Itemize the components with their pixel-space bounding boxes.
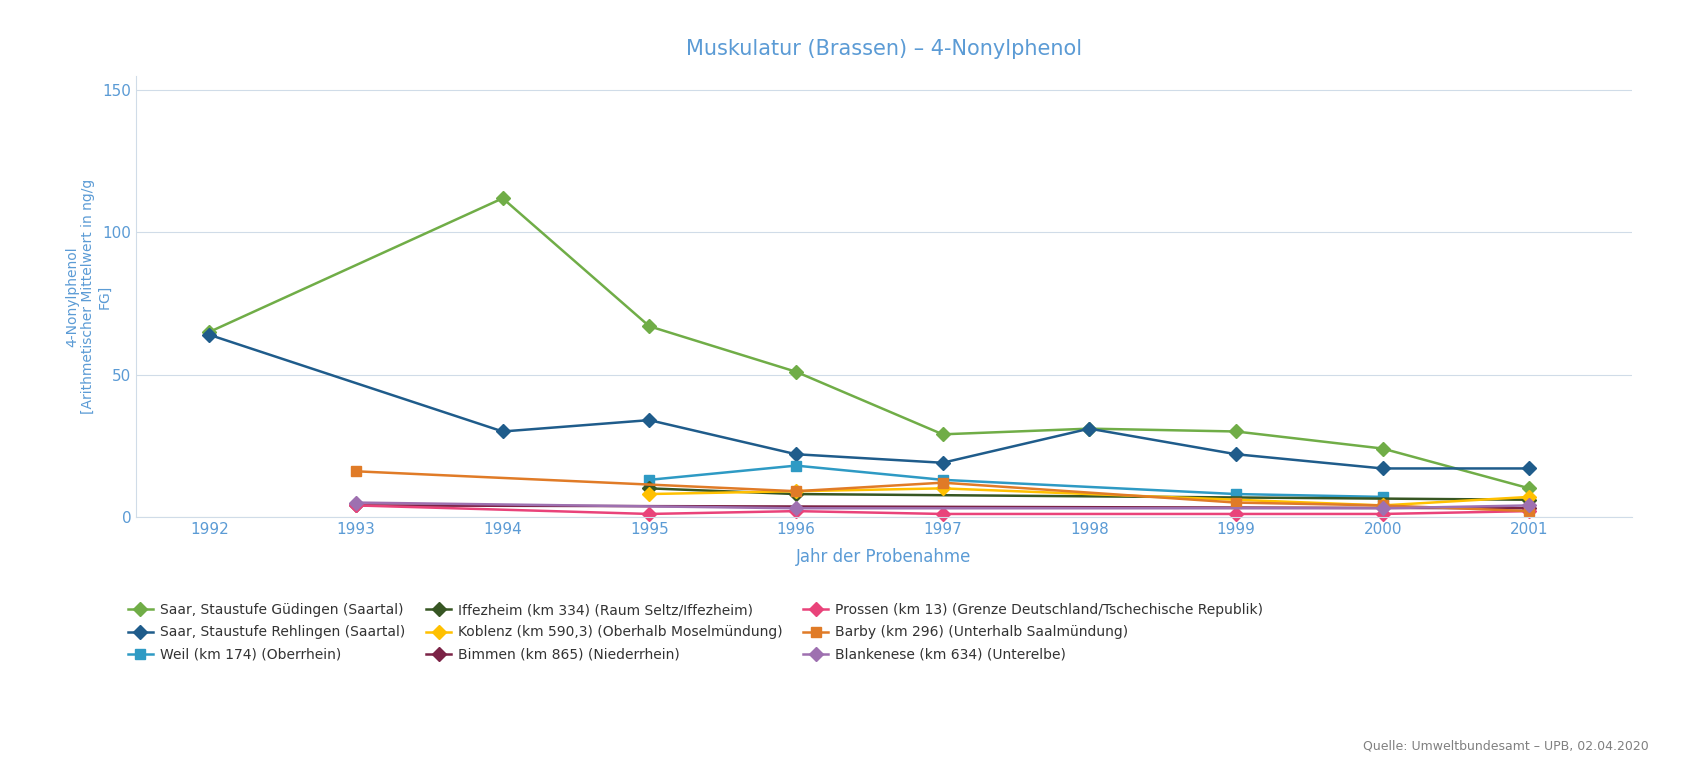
Line: Prossen (km 13) (Grenze Deutschland/Tschechische Republik): Prossen (km 13) (Grenze Deutschland/Tsch… [352,501,1533,519]
Bimmen (km 865) (Niederrhein) [345,501,366,510]
Barby (km 296) (Unterhalb Saalmündung) [785,486,806,496]
Blankenese (km 634) (Unterelbe) [1372,504,1392,513]
Prossen (km 13) (Grenze Deutschland/Tschechische Republik) [345,501,366,510]
Saar, Staustufe Güdingen (Saartal) [639,321,660,331]
Barby (km 296) (Unterhalb Saalmündung) [345,467,366,476]
Weil (km 174) (Oberrhein) [1372,492,1392,502]
Iffezheim (km 334) (Raum Seltz/Iffezheim) [1520,496,1540,505]
Saar, Staustufe Güdingen (Saartal) [933,429,954,439]
Barby (km 296) (Unterhalb Saalmündung) [933,478,954,487]
Line: Koblenz (km 590,3) (Oberhalb Moselmündung): Koblenz (km 590,3) (Oberhalb Moselmündun… [644,483,1533,510]
Iffezheim (km 334) (Raum Seltz/Iffezheim) [639,484,660,493]
Iffezheim (km 334) (Raum Seltz/Iffezheim) [785,489,806,499]
X-axis label: Jahr der Probenahme: Jahr der Probenahme [796,548,972,565]
Saar, Staustufe Rehlingen (Saartal) [1520,464,1540,473]
Blankenese (km 634) (Unterelbe) [345,498,366,507]
Koblenz (km 590,3) (Oberhalb Moselmündung) [639,489,660,499]
Prossen (km 13) (Grenze Deutschland/Tschechische Republik) [639,509,660,518]
Saar, Staustufe Rehlingen (Saartal) [1372,464,1392,473]
Saar, Staustufe Güdingen (Saartal) [493,194,513,203]
Line: Weil (km 174) (Oberrhein): Weil (km 174) (Oberrhein) [644,461,1387,502]
Saar, Staustufe Rehlingen (Saartal) [639,416,660,425]
Title: Muskulatur (Brassen) – 4-Nonylphenol: Muskulatur (Brassen) – 4-Nonylphenol [685,40,1083,59]
Weil (km 174) (Oberrhein) [933,475,954,484]
Bimmen (km 865) (Niederrhein) [1520,504,1540,513]
Text: Quelle: Umweltbundesamt – UPB, 02.04.2020: Quelle: Umweltbundesamt – UPB, 02.04.202… [1363,739,1649,752]
Line: Bimmen (km 865) (Niederrhein): Bimmen (km 865) (Niederrhein) [352,501,1533,513]
Legend: Saar, Staustufe Güdingen (Saartal), Saar, Staustufe Rehlingen (Saartal), Weil (k: Saar, Staustufe Güdingen (Saartal), Saar… [128,603,1263,662]
Saar, Staustufe Güdingen (Saartal) [1080,424,1100,433]
Saar, Staustufe Güdingen (Saartal) [199,328,219,337]
Line: Saar, Staustufe Güdingen (Saartal): Saar, Staustufe Güdingen (Saartal) [204,194,1533,493]
Prossen (km 13) (Grenze Deutschland/Tschechische Republik) [1520,507,1540,516]
Line: Saar, Staustufe Rehlingen (Saartal): Saar, Staustufe Rehlingen (Saartal) [204,330,1533,473]
Saar, Staustufe Rehlingen (Saartal) [785,450,806,459]
Koblenz (km 590,3) (Oberhalb Moselmündung) [1372,501,1392,510]
Saar, Staustufe Rehlingen (Saartal) [199,331,219,340]
Prossen (km 13) (Grenze Deutschland/Tschechische Republik) [933,509,954,518]
Koblenz (km 590,3) (Oberhalb Moselmündung) [1520,492,1540,502]
Saar, Staustufe Güdingen (Saartal) [1226,427,1246,436]
Saar, Staustufe Rehlingen (Saartal) [933,458,954,467]
Saar, Staustufe Rehlingen (Saartal) [1226,450,1246,459]
Prossen (km 13) (Grenze Deutschland/Tschechische Republik) [1372,509,1392,518]
Barby (km 296) (Unterhalb Saalmündung) [1520,507,1540,516]
Saar, Staustufe Rehlingen (Saartal) [493,427,513,436]
Saar, Staustufe Güdingen (Saartal) [1372,444,1392,453]
Koblenz (km 590,3) (Oberhalb Moselmündung) [933,484,954,493]
Koblenz (km 590,3) (Oberhalb Moselmündung) [785,486,806,496]
Line: Barby (km 296) (Unterhalb Saalmündung): Barby (km 296) (Unterhalb Saalmündung) [352,467,1533,516]
Blankenese (km 634) (Unterelbe) [1520,501,1540,510]
Blankenese (km 634) (Unterelbe) [785,504,806,513]
Weil (km 174) (Oberrhein) [639,475,660,484]
Saar, Staustufe Rehlingen (Saartal) [1080,424,1100,433]
Barby (km 296) (Unterhalb Saalmündung) [1372,501,1392,510]
Line: Blankenese (km 634) (Unterelbe): Blankenese (km 634) (Unterelbe) [352,498,1533,513]
Line: Iffezheim (km 334) (Raum Seltz/Iffezheim): Iffezheim (km 334) (Raum Seltz/Iffezheim… [644,483,1533,505]
Weil (km 174) (Oberrhein) [1226,489,1246,499]
Prossen (km 13) (Grenze Deutschland/Tschechische Republik) [1226,509,1246,518]
Saar, Staustufe Güdingen (Saartal) [785,367,806,376]
Saar, Staustufe Güdingen (Saartal) [1520,484,1540,493]
Barby (km 296) (Unterhalb Saalmündung) [1226,498,1246,507]
Weil (km 174) (Oberrhein) [785,461,806,470]
Y-axis label: 4-Nonylphenol
[Arithmetischer Mittelwert in ng/g
FG]: 4-Nonylphenol [Arithmetischer Mittelwert… [65,179,112,414]
Prossen (km 13) (Grenze Deutschland/Tschechische Republik) [785,507,806,516]
